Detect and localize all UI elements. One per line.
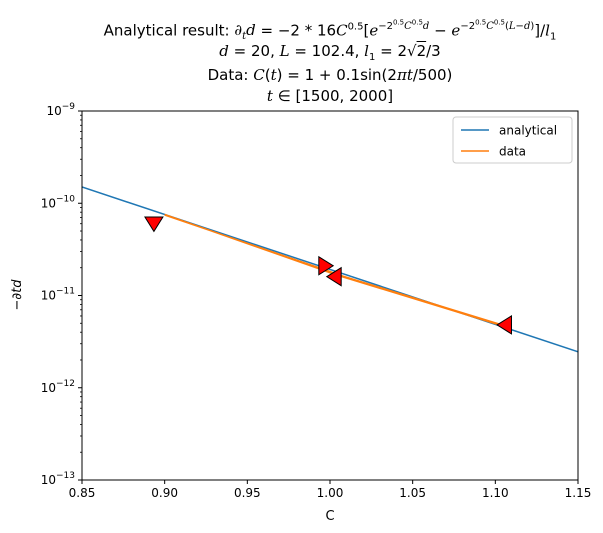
x-axis-label: C xyxy=(325,509,334,524)
title-line-3: Data: C(t) = 1 + 0.1sin(2πt/500) xyxy=(207,66,453,84)
y-tick-label: 10−11 xyxy=(41,287,75,303)
y-tick-label: 10−9 xyxy=(46,102,75,118)
title-line-2: d = 20, L = 102.4, l1 = 2√2/3 xyxy=(219,42,441,63)
x-tick-label: 1.15 xyxy=(565,486,592,500)
marker-triangle-4 xyxy=(496,315,512,335)
y-tick-label: 10−12 xyxy=(41,379,75,395)
x-tick-label: 1.05 xyxy=(399,486,426,500)
x-axis: 0.85 0.90 0.95 1.00 1.05 1.10 1.15 xyxy=(69,480,592,500)
x-tick-label: 0.90 xyxy=(151,486,178,500)
x-tick-label: 0.95 xyxy=(234,486,261,500)
x-tick-label: 1.00 xyxy=(317,486,344,500)
plot-markers xyxy=(144,216,512,335)
y-tick-label: 10−13 xyxy=(41,471,75,487)
y-tick-label: 10−10 xyxy=(41,194,76,210)
legend-label-analytical: analytical xyxy=(499,124,557,138)
x-tick-label: 1.10 xyxy=(482,486,509,500)
x-tick-label: 0.85 xyxy=(69,486,96,500)
title-line-1: Analytical result: ∂td = −2 * 16C0.5[e−2… xyxy=(103,19,557,43)
legend: analytical data xyxy=(452,116,573,164)
marker-triangle-1 xyxy=(144,216,164,233)
legend-label-data: data xyxy=(499,145,526,159)
y-axis: 10−13 10−12 10−11 10−10 10−9 xyxy=(41,102,82,487)
title-line-4: t ∈ [1500, 2000] xyxy=(266,87,394,105)
marker-triangle-3 xyxy=(325,266,342,287)
y-axis-label: −∂td xyxy=(10,279,25,311)
marker-triangle-2 xyxy=(318,255,335,276)
plot-frame xyxy=(81,110,579,481)
